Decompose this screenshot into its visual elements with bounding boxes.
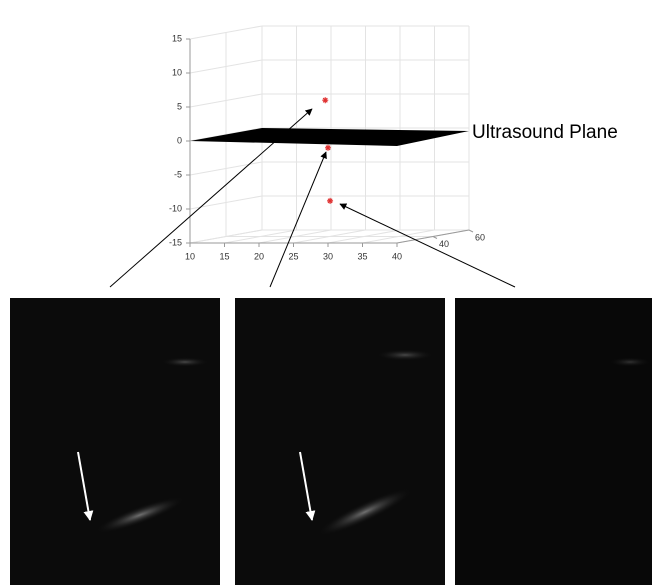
ultrasound-image [235, 298, 445, 585]
z-tick-label: 0 [177, 135, 182, 145]
x-tick-label: 20 [254, 251, 264, 261]
y-tick-label: 40 [439, 239, 449, 249]
x-tick-label: 15 [219, 251, 229, 261]
ultrasound-plane [190, 128, 469, 146]
z-tick-label: -15 [169, 237, 182, 247]
z-tick-label: 15 [172, 33, 182, 43]
z-tick-label: -5 [174, 169, 182, 179]
y-tick-label: 60 [475, 232, 485, 242]
x-tick-label: 30 [323, 251, 333, 261]
ultrasound-image [10, 298, 220, 585]
x-tick-label: 10 [185, 251, 195, 261]
point [327, 198, 333, 204]
tick [469, 230, 473, 232]
figure: -15 -10 -5 0 5 10 15 10 15 20 25 30 35 40 40 60 Ultraso… [0, 0, 652, 585]
z-tick-label: 5 [177, 101, 182, 111]
point [325, 145, 331, 151]
plane-label: Ultrasound Plane [472, 122, 618, 143]
z-tick-label: 10 [172, 67, 182, 77]
point [322, 97, 328, 103]
x-tick-label: 40 [392, 251, 402, 261]
z-tick-label: -10 [169, 203, 182, 213]
x-tick-label: 35 [357, 251, 367, 261]
ultrasound-image [455, 298, 652, 585]
x-tick-label: 25 [288, 251, 298, 261]
